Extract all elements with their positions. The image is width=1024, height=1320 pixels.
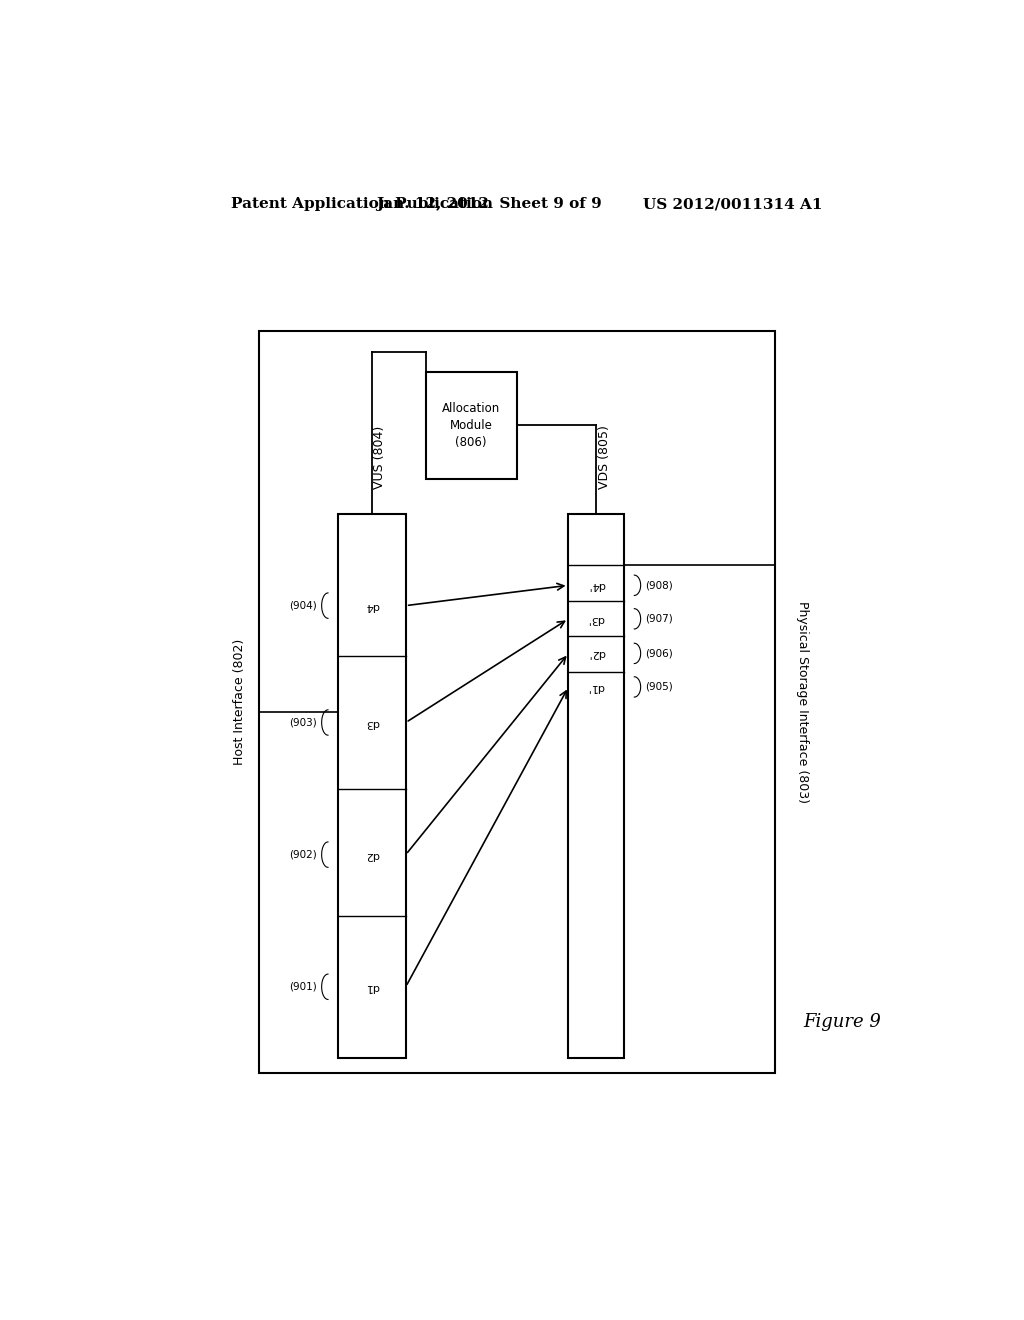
Text: Allocation
Module
(806): Allocation Module (806) xyxy=(442,401,501,449)
Text: Figure 9: Figure 9 xyxy=(803,1014,882,1031)
Text: (904): (904) xyxy=(289,601,316,611)
Text: (903): (903) xyxy=(289,718,316,727)
Text: d1: d1 xyxy=(365,982,379,991)
Bar xyxy=(259,331,775,1073)
Text: Jan. 12, 2012  Sheet 9 of 9: Jan. 12, 2012 Sheet 9 of 9 xyxy=(376,197,602,211)
Text: VDS (805): VDS (805) xyxy=(598,425,610,488)
Text: (901): (901) xyxy=(289,982,316,991)
Text: d3': d3' xyxy=(588,614,605,624)
Bar xyxy=(338,513,406,1057)
Text: d2': d2' xyxy=(588,648,605,659)
Text: Host Interface (802): Host Interface (802) xyxy=(232,639,246,766)
Text: VUS (804): VUS (804) xyxy=(374,425,386,488)
Text: d2: d2 xyxy=(365,850,379,859)
Text: d1': d1' xyxy=(588,682,605,692)
Text: Patent Application Publication: Patent Application Publication xyxy=(231,197,494,211)
Text: (906): (906) xyxy=(645,648,673,659)
Text: d4': d4' xyxy=(588,581,605,590)
Text: d4: d4 xyxy=(365,601,379,611)
Text: (902): (902) xyxy=(289,850,316,859)
Text: d3: d3 xyxy=(365,718,379,727)
Bar xyxy=(568,513,624,1057)
Text: US 2012/0011314 A1: US 2012/0011314 A1 xyxy=(643,197,822,211)
Text: (907): (907) xyxy=(645,614,673,624)
Bar xyxy=(426,372,517,479)
Text: (905): (905) xyxy=(645,682,673,692)
Text: Physical Storage Interface (803): Physical Storage Interface (803) xyxy=(796,601,809,803)
Text: (908): (908) xyxy=(645,581,673,590)
